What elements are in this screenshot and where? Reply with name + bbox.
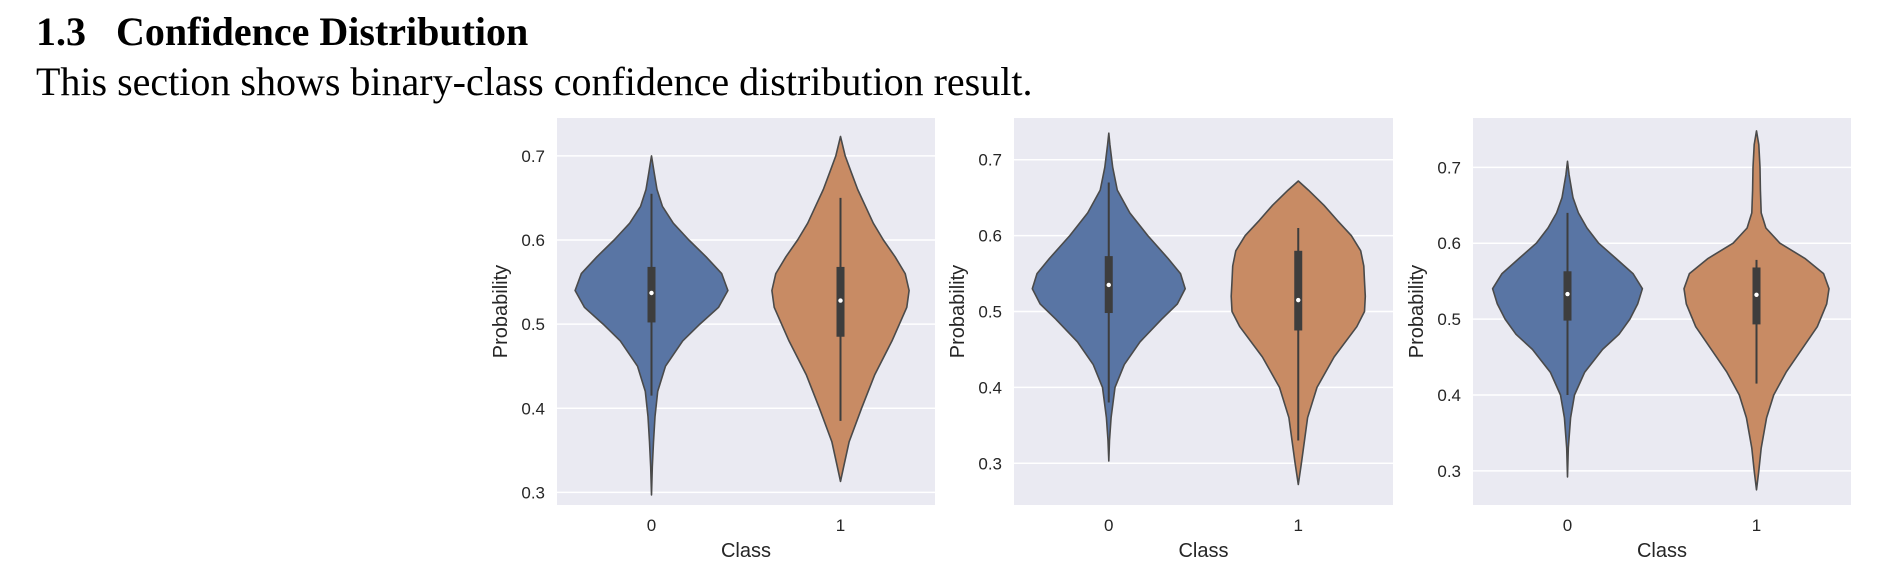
y-tick-label: 0.3	[978, 454, 1002, 473]
chart-panel-2: 0.3 0.4 0.5 0.6 0.7 0 1 Class Probability	[947, 118, 1393, 562]
y-tick-label: 0.4	[521, 399, 545, 418]
y-tick-label: 0.4	[978, 378, 1002, 397]
violin-median-point	[1296, 297, 1301, 303]
violin-median-point	[838, 298, 843, 303]
y-tick-label: 0.5	[978, 303, 1002, 322]
y-tick-label: 0.7	[521, 147, 545, 166]
x-axis-label: Class	[1637, 540, 1687, 562]
section-heading: 1.3 Confidence Distribution	[36, 8, 528, 55]
y-axis-label: Probability	[947, 265, 969, 358]
y-tick-label: 0.6	[1437, 234, 1461, 253]
y-axis-label: Probability	[1406, 265, 1428, 358]
y-axis-label: Probability	[490, 265, 512, 358]
y-tick-label: 0.5	[521, 315, 545, 334]
section-title: Confidence Distribution	[116, 9, 529, 54]
y-tick-label: 0.7	[1437, 158, 1461, 177]
x-tick-label: 0	[1563, 516, 1572, 535]
x-tick-label: 1	[836, 516, 845, 535]
violin-median-point	[1754, 292, 1759, 298]
violin-median-point	[1565, 291, 1570, 297]
x-tick-label: 1	[1294, 516, 1303, 535]
section-intro: This section shows binary-class confiden…	[36, 59, 1033, 104]
y-tick-label: 0.3	[1437, 462, 1461, 481]
section-number: 1.3	[36, 9, 86, 54]
x-axis-label: Class	[721, 540, 771, 562]
violin-iqr-box	[1294, 250, 1303, 331]
y-tick-label: 0.5	[1437, 310, 1461, 329]
violin-median-point	[1106, 282, 1111, 288]
x-tick-label: 0	[647, 516, 656, 535]
y-tick-label: 0.3	[521, 483, 545, 502]
x-axis-label: Class	[1178, 540, 1228, 562]
y-tick-label: 0.7	[978, 151, 1002, 170]
y-tick-label: 0.6	[978, 227, 1002, 246]
y-tick-label: 0.4	[1437, 386, 1461, 405]
y-tick-label: 0.6	[521, 231, 545, 250]
violin-median-point	[649, 290, 654, 296]
x-tick-label: 0	[1104, 516, 1113, 535]
chart-panel-1: 0.3 0.4 0.5 0.6 0.7 0 1 Class Probability	[490, 118, 935, 562]
chart-panel-3: 0.3 0.4 0.5 0.6 0.7 0 1 Class Probability	[1406, 118, 1851, 562]
x-tick-label: 1	[1752, 516, 1761, 535]
